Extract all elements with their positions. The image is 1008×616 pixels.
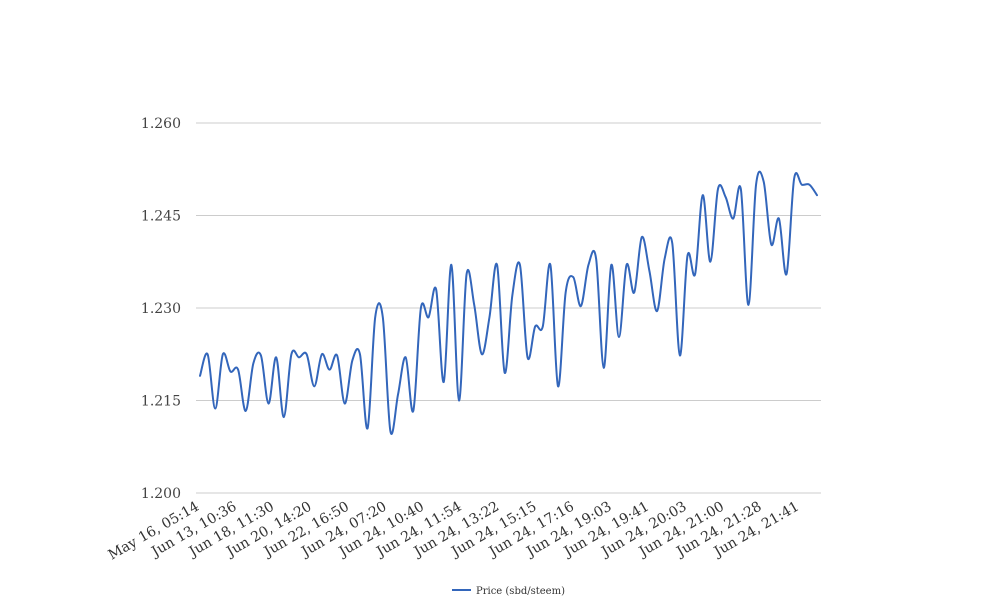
y-tick-label: 1.200 [141,486,181,502]
legend-label: Price (sbd/steem) [476,586,565,597]
y-tick-label: 1.230 [141,301,181,317]
y-tick-label: 1.245 [141,209,181,225]
series-layer [199,170,818,435]
y-grid [196,122,821,494]
y-tick-label: 1.260 [141,116,181,132]
series-line-price [199,170,818,435]
y-tick-label: 1.215 [141,394,181,410]
legend[interactable]: Price (sbd/steem) [452,586,565,597]
y-axis-ticks: 1.200 1.215 1.230 1.245 1.260 [141,116,181,502]
